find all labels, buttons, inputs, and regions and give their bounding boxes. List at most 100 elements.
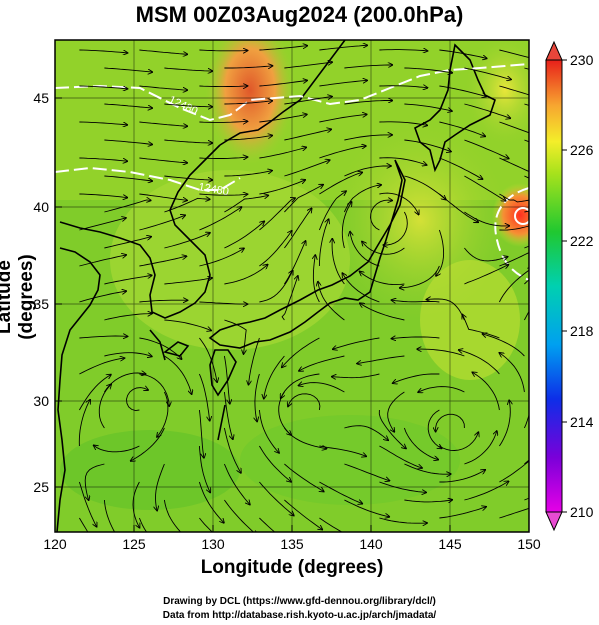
streamline bbox=[259, 481, 293, 516]
streamline bbox=[104, 237, 151, 249]
streamline bbox=[104, 314, 151, 321]
streamline bbox=[344, 425, 388, 441]
streamline bbox=[404, 103, 452, 111]
streamline bbox=[282, 337, 320, 367]
colorbar-tick-label: 218 bbox=[570, 323, 594, 339]
streamline bbox=[223, 355, 229, 404]
streamline bbox=[319, 80, 367, 87]
axis-ticks bbox=[54, 97, 530, 532]
streamline bbox=[344, 101, 392, 105]
streamline bbox=[79, 255, 126, 267]
streamline bbox=[224, 499, 257, 532]
streamline bbox=[499, 85, 529, 96]
streamline bbox=[370, 200, 393, 231]
streamline bbox=[404, 463, 450, 474]
streamline bbox=[79, 157, 127, 161]
streamline bbox=[79, 121, 127, 125]
credit-data: Data from http://database.rish.kyoto-u.a… bbox=[162, 610, 437, 621]
streamline bbox=[139, 373, 169, 406]
streamline bbox=[350, 232, 380, 267]
streamline bbox=[284, 463, 323, 492]
streamline bbox=[199, 50, 247, 51]
streamline bbox=[104, 275, 151, 285]
streamline bbox=[224, 265, 267, 285]
streamline bbox=[499, 252, 529, 267]
streamline bbox=[139, 121, 187, 126]
streamline bbox=[199, 86, 247, 87]
streamline bbox=[379, 517, 427, 523]
streamline bbox=[164, 233, 210, 249]
streamline bbox=[284, 62, 332, 69]
streamline bbox=[284, 427, 326, 449]
streamline bbox=[264, 355, 285, 399]
streamline bbox=[464, 247, 507, 262]
streamline bbox=[439, 507, 486, 519]
streamline bbox=[379, 192, 418, 214]
streamline bbox=[139, 157, 187, 163]
streamline bbox=[78, 400, 90, 447]
streamline bbox=[199, 207, 241, 231]
streamline bbox=[332, 239, 345, 285]
streamline bbox=[439, 85, 486, 97]
streamline bbox=[299, 355, 345, 371]
streamline bbox=[404, 500, 452, 502]
streamline bbox=[259, 180, 305, 195]
streamline bbox=[259, 147, 306, 159]
colorbar-tick-label: 222 bbox=[570, 233, 594, 249]
streamline bbox=[157, 391, 169, 437]
streamline bbox=[104, 67, 152, 72]
streamline bbox=[224, 319, 246, 354]
streamline bbox=[224, 136, 272, 141]
streamline bbox=[259, 517, 276, 532]
streamline bbox=[259, 114, 306, 123]
streamline bbox=[499, 157, 529, 172]
streamline bbox=[139, 215, 185, 231]
streamline bbox=[199, 157, 247, 159]
streamline bbox=[383, 211, 408, 245]
streamline bbox=[139, 337, 181, 359]
streamline bbox=[104, 352, 151, 357]
streamline bbox=[138, 517, 148, 532]
x-tick-label: 125 bbox=[122, 536, 146, 552]
streamline bbox=[198, 373, 209, 421]
streamline bbox=[392, 337, 440, 339]
streamline bbox=[344, 499, 389, 517]
streamline bbox=[281, 373, 320, 398]
streamline bbox=[360, 303, 405, 321]
streamline bbox=[164, 67, 212, 71]
streamline bbox=[139, 300, 187, 302]
streamline bbox=[139, 85, 187, 90]
streamline bbox=[199, 121, 247, 122]
streamline bbox=[259, 46, 307, 51]
streamline bbox=[344, 166, 391, 177]
streamline bbox=[139, 193, 187, 200]
streamline bbox=[319, 481, 362, 504]
streamline bbox=[439, 157, 482, 179]
streamline bbox=[462, 315, 500, 339]
colorbar-tick-label: 210 bbox=[570, 504, 594, 520]
streamline bbox=[288, 393, 321, 411]
streamline bbox=[387, 391, 405, 432]
streamline bbox=[379, 445, 422, 468]
x-tick-label: 145 bbox=[438, 536, 462, 552]
contour-label: 12480 bbox=[197, 181, 229, 198]
streamline bbox=[403, 427, 438, 460]
streamline bbox=[199, 302, 247, 304]
streamline bbox=[79, 218, 126, 231]
streamline bbox=[464, 211, 509, 226]
streamline bbox=[103, 499, 116, 532]
credit-drawing: Drawing by DCL (https://www.gfd-dennou.o… bbox=[163, 596, 436, 607]
streamline bbox=[258, 409, 279, 453]
streamline bbox=[223, 427, 241, 473]
streamline bbox=[472, 372, 500, 411]
streamline bbox=[259, 80, 307, 87]
streamline bbox=[223, 391, 232, 439]
streamline bbox=[98, 384, 111, 429]
streamline bbox=[439, 432, 478, 451]
streamline bbox=[198, 445, 210, 492]
streamline bbox=[464, 431, 496, 465]
streamline bbox=[284, 185, 323, 213]
streamline bbox=[499, 400, 510, 447]
x-tick-label: 150 bbox=[517, 536, 541, 552]
